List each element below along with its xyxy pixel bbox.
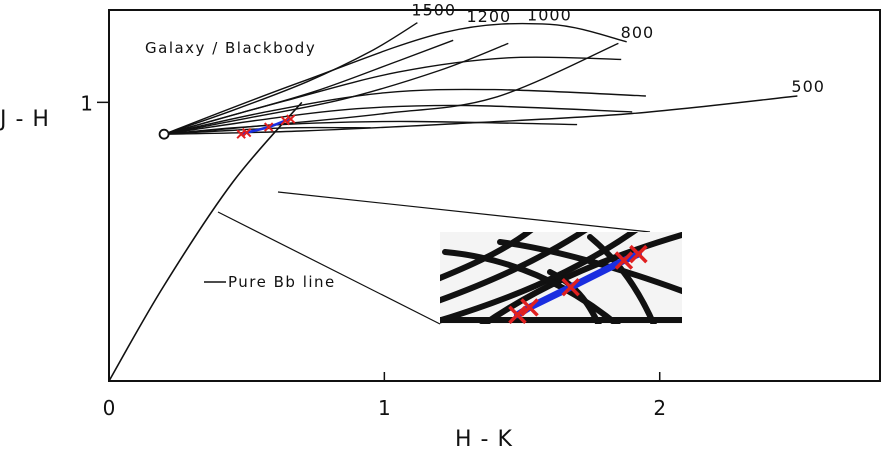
data-point-2 xyxy=(263,122,274,132)
x-axis-label: H - K xyxy=(455,427,513,452)
inset-grid-curve-0 xyxy=(440,232,534,282)
data-point-1 xyxy=(241,127,252,138)
grid-cross-curve-1 xyxy=(163,56,622,135)
galaxy-origin-point xyxy=(158,128,170,140)
inset-grid-curve-4 xyxy=(442,249,622,324)
grid-cross-curve-3 xyxy=(163,104,633,135)
x-tick-label-1: 1 xyxy=(378,396,391,420)
temperature-label-500: 500 xyxy=(791,77,825,96)
grid-fan-curve-2 xyxy=(163,42,509,135)
inset-connector-lower xyxy=(217,211,441,325)
inset-connector-upper xyxy=(277,191,651,233)
pure-bb-line-curve xyxy=(108,101,303,382)
galaxy-blackbody-annotation: Galaxy / Blackbody xyxy=(145,39,316,57)
temperature-label-800: 800 xyxy=(621,23,655,42)
y-axis-label: J - H xyxy=(0,107,50,132)
inset-connector xyxy=(217,191,651,325)
inset-grid-curve-6 xyxy=(587,234,657,324)
inset-zoom xyxy=(440,232,682,324)
grid-fan-curve-4 xyxy=(164,95,798,135)
pure-bb-line-annotation: Pure Bb line xyxy=(228,273,336,291)
temperature-labels: 1500 1200 1000 800 500 xyxy=(411,1,825,96)
inset-data-point-3 xyxy=(614,251,634,270)
inset-data-point-2 xyxy=(561,277,580,297)
inset-grid-curve-2 xyxy=(440,232,639,324)
plot-frame xyxy=(108,9,881,382)
x-tick-label-2: 2 xyxy=(653,396,666,420)
grid-cross-curve-0 xyxy=(163,22,627,135)
grid-cross-curve-2 xyxy=(163,88,646,135)
inset-data-point-1 xyxy=(520,298,539,317)
data-series xyxy=(236,114,296,139)
galaxy-blackbody-grid xyxy=(158,22,798,140)
temperature-label-1000: 1000 xyxy=(527,5,572,24)
data-point-4 xyxy=(286,114,296,124)
temperature-label-1500: 1500 xyxy=(411,1,456,20)
inset-data-point-4 xyxy=(629,244,648,264)
inset-grid xyxy=(440,232,682,324)
data-point-0 xyxy=(236,129,246,139)
inset-grid-curve-5 xyxy=(497,239,682,295)
x-tick-label-0: 0 xyxy=(103,396,116,420)
y-tick-label-1: 1 xyxy=(80,91,93,115)
grid-cross-curve-4 xyxy=(164,120,578,135)
pure-blackbody-line xyxy=(108,101,303,382)
axis-ticks: 0 1 2 1 xyxy=(80,91,666,420)
inset-data-point-0 xyxy=(508,305,527,324)
data-point-3 xyxy=(280,115,290,126)
grid-fan-curve-0 xyxy=(163,22,418,135)
temperature-label-1200: 1200 xyxy=(466,7,511,26)
